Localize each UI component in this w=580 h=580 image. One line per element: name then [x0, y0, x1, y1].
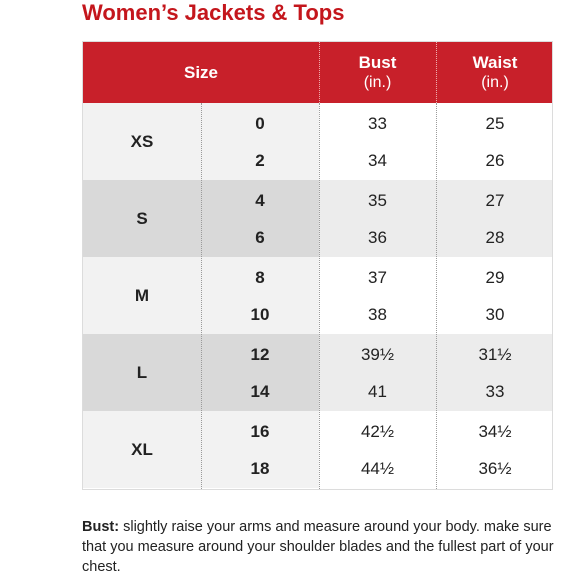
- header-divider: [319, 42, 320, 103]
- row-shading: [319, 334, 552, 411]
- waist-cell: 25: [485, 114, 505, 133]
- waist-cell: 31½: [478, 345, 512, 364]
- bust-cell: 34: [368, 151, 387, 170]
- numeric-size-cell: 16: [250, 422, 270, 441]
- column-divider: [201, 103, 202, 489]
- size-group-row: XL 16 42½ 34½ 18 44½ 36½: [83, 411, 552, 488]
- size-letter: XS: [130, 131, 154, 151]
- bust-cell: 39½: [360, 345, 395, 364]
- bust-cell: 41: [368, 382, 387, 401]
- waist-cell: 30: [485, 305, 505, 324]
- waist-cell: 34½: [478, 422, 512, 441]
- numeric-size-cell: 6: [255, 228, 265, 247]
- column-divider: [319, 103, 320, 489]
- page-title: Women’s Jackets & Tops: [82, 0, 345, 25]
- size-chart-table: XS 0 33 25 2 34 26 S 4 35 27 6 36 28 M 8 37 29 10 38 30 L 12 39…: [82, 41, 553, 490]
- size-letter: L: [136, 362, 148, 382]
- size-group-row: L 12 39½ 31½ 14 41 33: [83, 334, 552, 411]
- measurement-note: Bust: slightly raise your arms and measu…: [82, 519, 554, 575]
- size-letter: S: [136, 208, 148, 228]
- numeric-size-cell: 0: [255, 114, 265, 133]
- numeric-size-cell: 4: [255, 191, 265, 210]
- waist-cell: 28: [485, 228, 505, 247]
- bust-cell: 44½: [360, 459, 395, 478]
- waist-cell: 26: [485, 151, 505, 170]
- numeric-size-cell: 12: [250, 345, 270, 364]
- waist-cell: 36½: [478, 459, 512, 478]
- waist-cell: 27: [485, 191, 505, 210]
- size-column-header: Size: [183, 62, 219, 82]
- column-divider: [436, 103, 437, 489]
- numeric-size-cell: 2: [255, 151, 265, 170]
- bust-cell: 42½: [360, 422, 395, 441]
- header-divider: [436, 42, 437, 103]
- row-shading: [319, 180, 552, 257]
- bust-cell: 37: [368, 268, 387, 287]
- waist-cell: 33: [485, 382, 505, 401]
- numeric-size-cell: 10: [250, 305, 270, 324]
- size-group-row: S 4 35 27 6 36 28: [83, 180, 552, 257]
- bust-cell: 33: [368, 114, 387, 133]
- waist-column-header: Waist (in.): [472, 52, 518, 91]
- bust-column-header: Bust (in.): [358, 52, 397, 91]
- waist-cell: 29: [485, 268, 505, 287]
- numeric-size-cell: 8: [255, 268, 265, 287]
- table-header: Size Bust (in.) Waist (in.): [83, 42, 552, 103]
- bust-cell: 38: [368, 305, 387, 324]
- size-letter: M: [134, 285, 150, 305]
- size-letter: XL: [131, 439, 153, 459]
- numeric-size-cell: 14: [250, 382, 270, 401]
- bust-cell: 36: [368, 228, 387, 247]
- size-group-row: M 8 37 29 10 38 30: [83, 257, 552, 334]
- size-group-row: XS 0 33 25 2 34 26: [83, 103, 552, 180]
- bust-cell: 35: [368, 191, 387, 210]
- numeric-size-cell: 18: [250, 459, 270, 478]
